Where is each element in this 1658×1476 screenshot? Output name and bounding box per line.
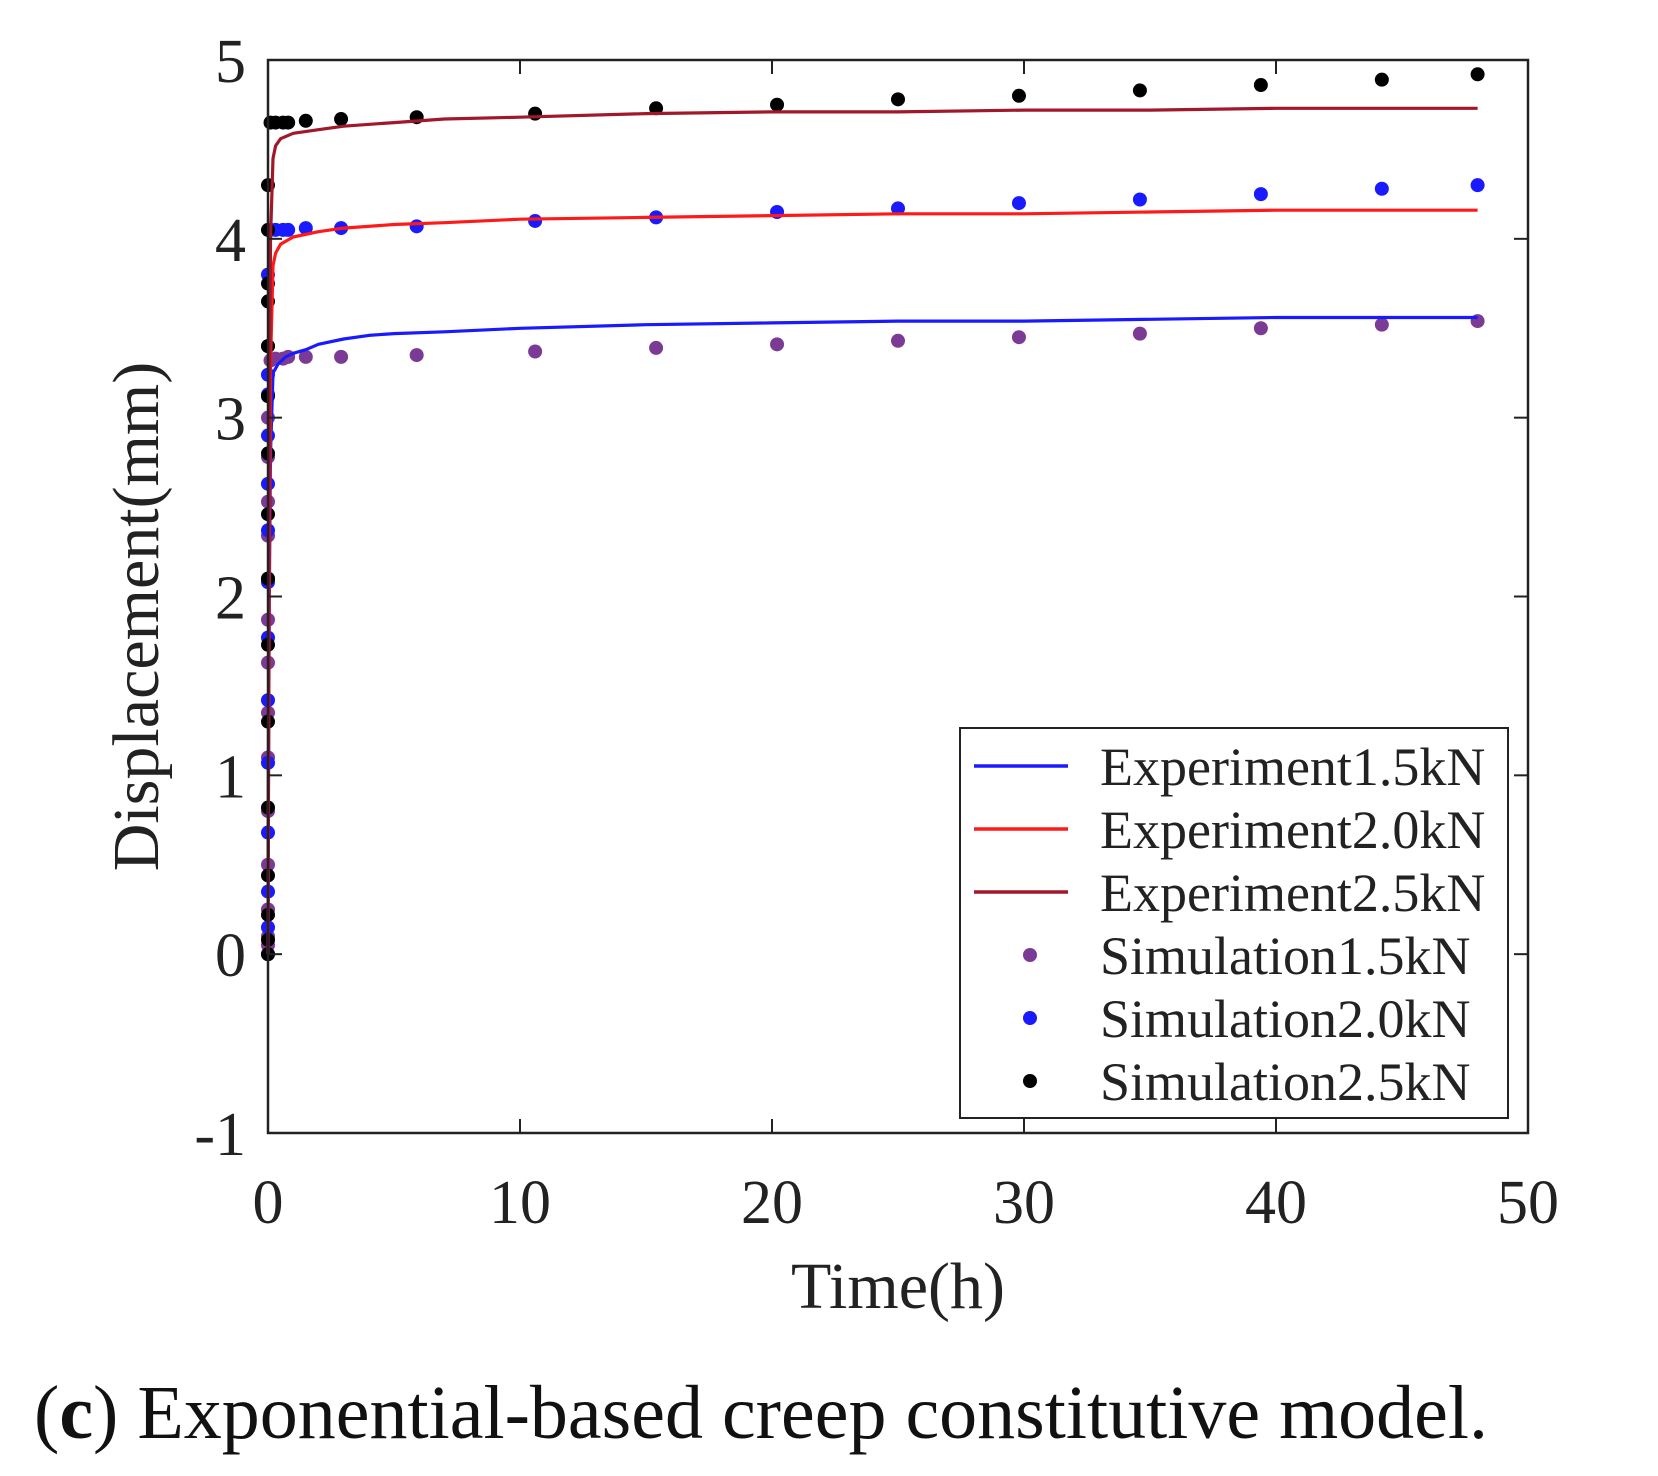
x-tick-label: 0: [253, 1169, 284, 1237]
point-simulation1-5kn: [1011, 330, 1026, 345]
legend: Experiment1.5kNExperiment2.0kNExperiment…: [959, 727, 1509, 1119]
point-simulation2-0kn: [1374, 181, 1389, 196]
point-simulation1-5kn: [649, 340, 664, 355]
point-simulation1-5kn: [298, 349, 313, 364]
caption-text: Exponential-based creep constitutive mod…: [118, 1371, 1489, 1455]
y-tick-label: 2: [215, 565, 246, 633]
legend-box: [959, 727, 1509, 1119]
y-axis-label: Displacement(mm): [100, 362, 173, 872]
point-simulation2-0kn: [891, 201, 905, 216]
point-simulation1-5kn: [891, 333, 905, 348]
point-simulation2-5kn: [1132, 83, 1147, 98]
legend-label-experiment2-5kn: Experiment2.5kN: [1100, 863, 1485, 923]
point-simulation2-5kn: [1470, 67, 1485, 82]
x-tick-label: 40: [1245, 1169, 1307, 1237]
y-tick-label: 5: [215, 28, 246, 96]
series-line-experiment2-5kn: [266, 106, 1478, 955]
y-tick-label: 4: [215, 207, 246, 275]
legend-label-experiment1-5kn: Experiment1.5kN: [1100, 737, 1485, 797]
point-simulation1-5kn: [334, 349, 349, 364]
legend-label-experiment2-0kn: Experiment2.0kN: [1100, 800, 1485, 860]
point-simulation2-0kn: [1132, 192, 1147, 207]
point-simulation2-5kn: [891, 92, 905, 107]
series-line-experiment1-5kn: [266, 315, 1478, 955]
plot-area: [261, 67, 1485, 962]
y-tick-label: -1: [194, 1101, 246, 1169]
caption-panel-letter: c: [59, 1371, 94, 1455]
legend-label-simulation2-0kn: Simulation2.0kN: [1100, 989, 1471, 1049]
point-simulation2-5kn: [1011, 88, 1026, 103]
legend-label-simulation2-5kn: Simulation2.5kN: [1100, 1052, 1471, 1112]
y-tick-label: 1: [215, 743, 246, 811]
y-tick-label: 0: [215, 922, 246, 990]
legend-label-simulation1-5kn: Simulation1.5kN: [1100, 926, 1471, 986]
caption-close-paren: ): [93, 1371, 119, 1455]
legend-swatch-simulation1-5kn: [1023, 948, 1037, 962]
y-tick-label: 3: [215, 386, 246, 454]
point-simulation2-0kn: [281, 222, 296, 237]
point-simulation1-5kn: [1374, 317, 1389, 332]
x-tick-label: 10: [489, 1169, 551, 1237]
point-simulation2-5kn: [281, 115, 296, 130]
point-simulation2-0kn: [528, 213, 543, 228]
x-tick-label: 50: [1497, 1169, 1559, 1237]
point-simulation1-5kn: [528, 344, 543, 359]
point-simulation2-0kn: [1011, 196, 1026, 211]
point-simulation2-5kn: [1253, 78, 1268, 93]
point-simulation2-5kn: [334, 112, 349, 127]
legend-swatch-simulation2-0kn: [1023, 1011, 1037, 1025]
point-simulation2-5kn: [1374, 72, 1389, 87]
point-simulation2-5kn: [770, 97, 785, 112]
point-simulation2-0kn: [1253, 187, 1268, 202]
point-simulation2-0kn: [1470, 178, 1485, 193]
x-axis-label: Time(h): [791, 1250, 1005, 1323]
x-tick-label: 20: [741, 1169, 803, 1237]
point-simulation1-5kn: [1132, 326, 1147, 341]
caption-open-paren: (: [34, 1371, 60, 1455]
point-simulation2-0kn: [298, 221, 313, 236]
point-simulation1-5kn: [1253, 321, 1268, 336]
point-simulation2-5kn: [649, 101, 664, 116]
point-simulation2-5kn: [528, 106, 543, 121]
axis-ticks: [267, 59, 1529, 1134]
legend-swatch-simulation2-5kn: [1023, 1074, 1037, 1088]
point-simulation1-5kn: [409, 348, 424, 363]
point-simulation2-5kn: [298, 113, 313, 128]
figure-caption: (c) Exponential-based creep constitutive…: [34, 1368, 1634, 1458]
point-simulation2-0kn: [409, 219, 424, 234]
x-tick-label: 30: [993, 1169, 1055, 1237]
point-simulation1-5kn: [770, 337, 785, 352]
